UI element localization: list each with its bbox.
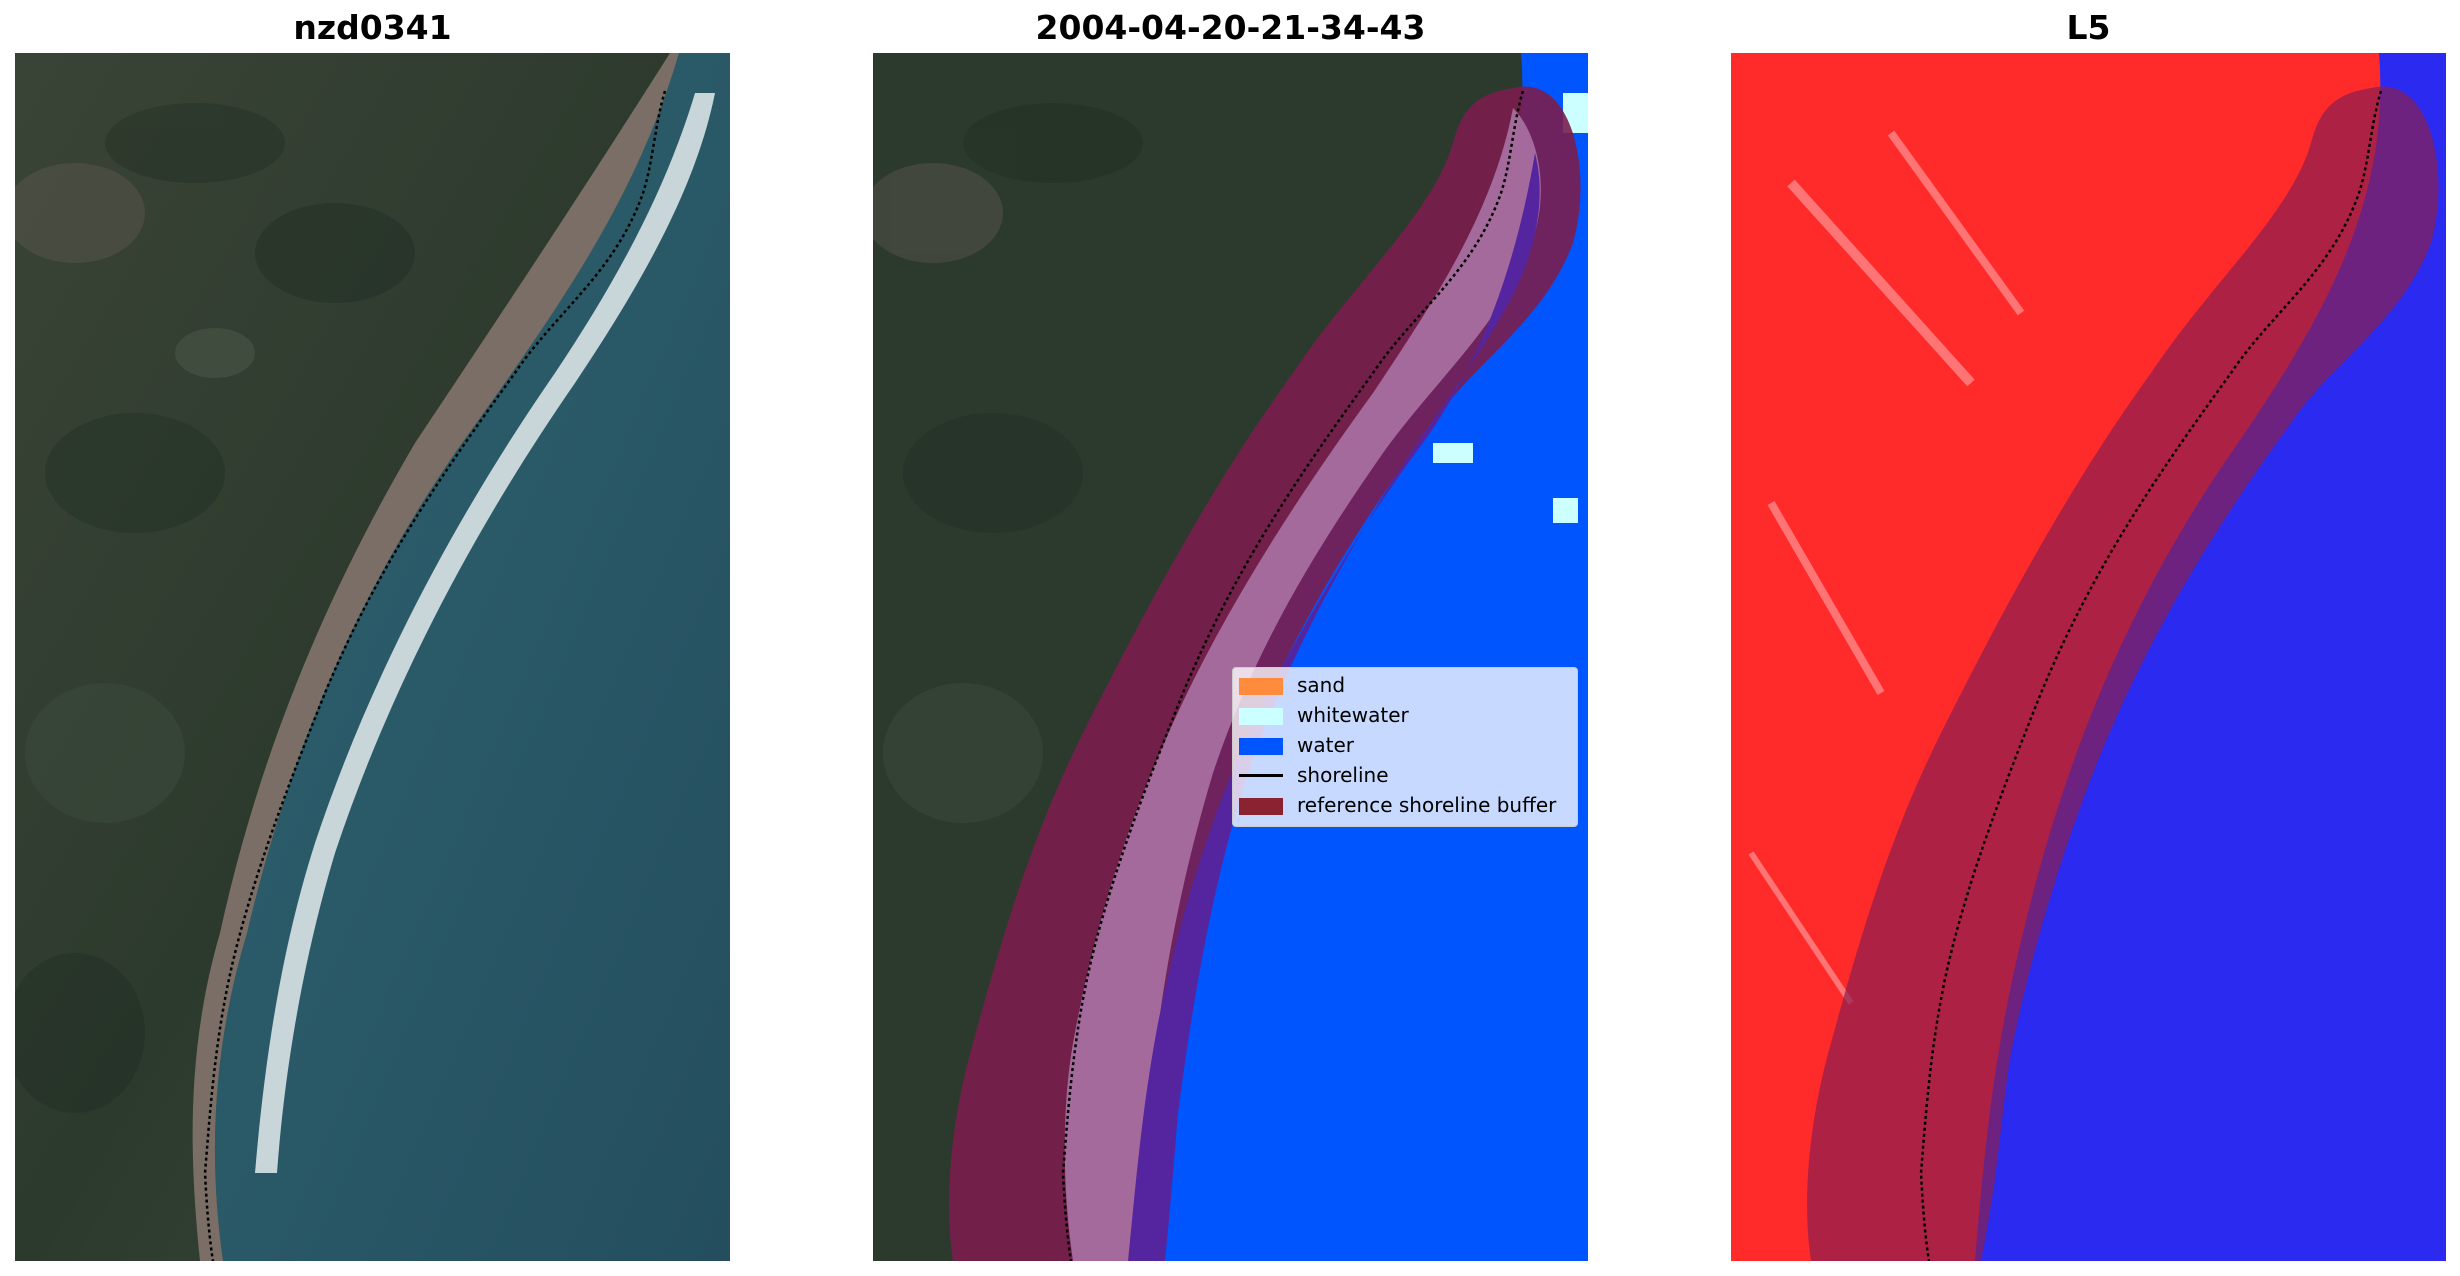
classified-image xyxy=(873,53,1588,1261)
sand-swatch xyxy=(1239,678,1283,695)
rgb-image-panel xyxy=(15,53,730,1261)
legend-label: whitewater xyxy=(1297,703,1409,727)
terrain-texture xyxy=(873,103,1143,823)
buffer-swatch xyxy=(1239,798,1283,815)
legend: sand whitewater water shoreline referenc… xyxy=(1232,667,1578,827)
panel-title-rgb: nzd0341 xyxy=(293,8,452,47)
whitewater-swatch xyxy=(1239,708,1283,725)
surf-band xyxy=(255,93,715,1173)
index-image-panel xyxy=(1731,53,2446,1261)
reference-buffer xyxy=(1807,86,2439,1261)
rgb-image xyxy=(15,53,730,1261)
shoreline-line xyxy=(1061,90,1525,1261)
legend-label: water xyxy=(1297,733,1354,757)
classified-image-panel xyxy=(873,53,1588,1261)
legend-label: reference shoreline buffer xyxy=(1297,793,1557,817)
beach-strip xyxy=(192,53,679,1261)
beach-in-buffer xyxy=(1064,108,1541,1261)
legend-label: shoreline xyxy=(1297,763,1389,787)
terrain-texture xyxy=(15,103,415,1113)
panel-title-classified: 2004-04-20-21-34-43 xyxy=(1035,8,1426,47)
index-image xyxy=(1731,53,2446,1261)
water-in-buffer xyxy=(1128,153,1540,1261)
water-swatch xyxy=(1239,738,1283,755)
shoreline-swatch xyxy=(1239,774,1283,777)
shoreline-line xyxy=(203,90,667,1261)
panel-title-index: L5 xyxy=(2066,8,2111,47)
legend-label: sand xyxy=(1297,673,1346,697)
shoreline-line xyxy=(1919,90,2383,1261)
ocean-area xyxy=(214,53,730,1261)
land-texture xyxy=(1748,130,2025,1005)
